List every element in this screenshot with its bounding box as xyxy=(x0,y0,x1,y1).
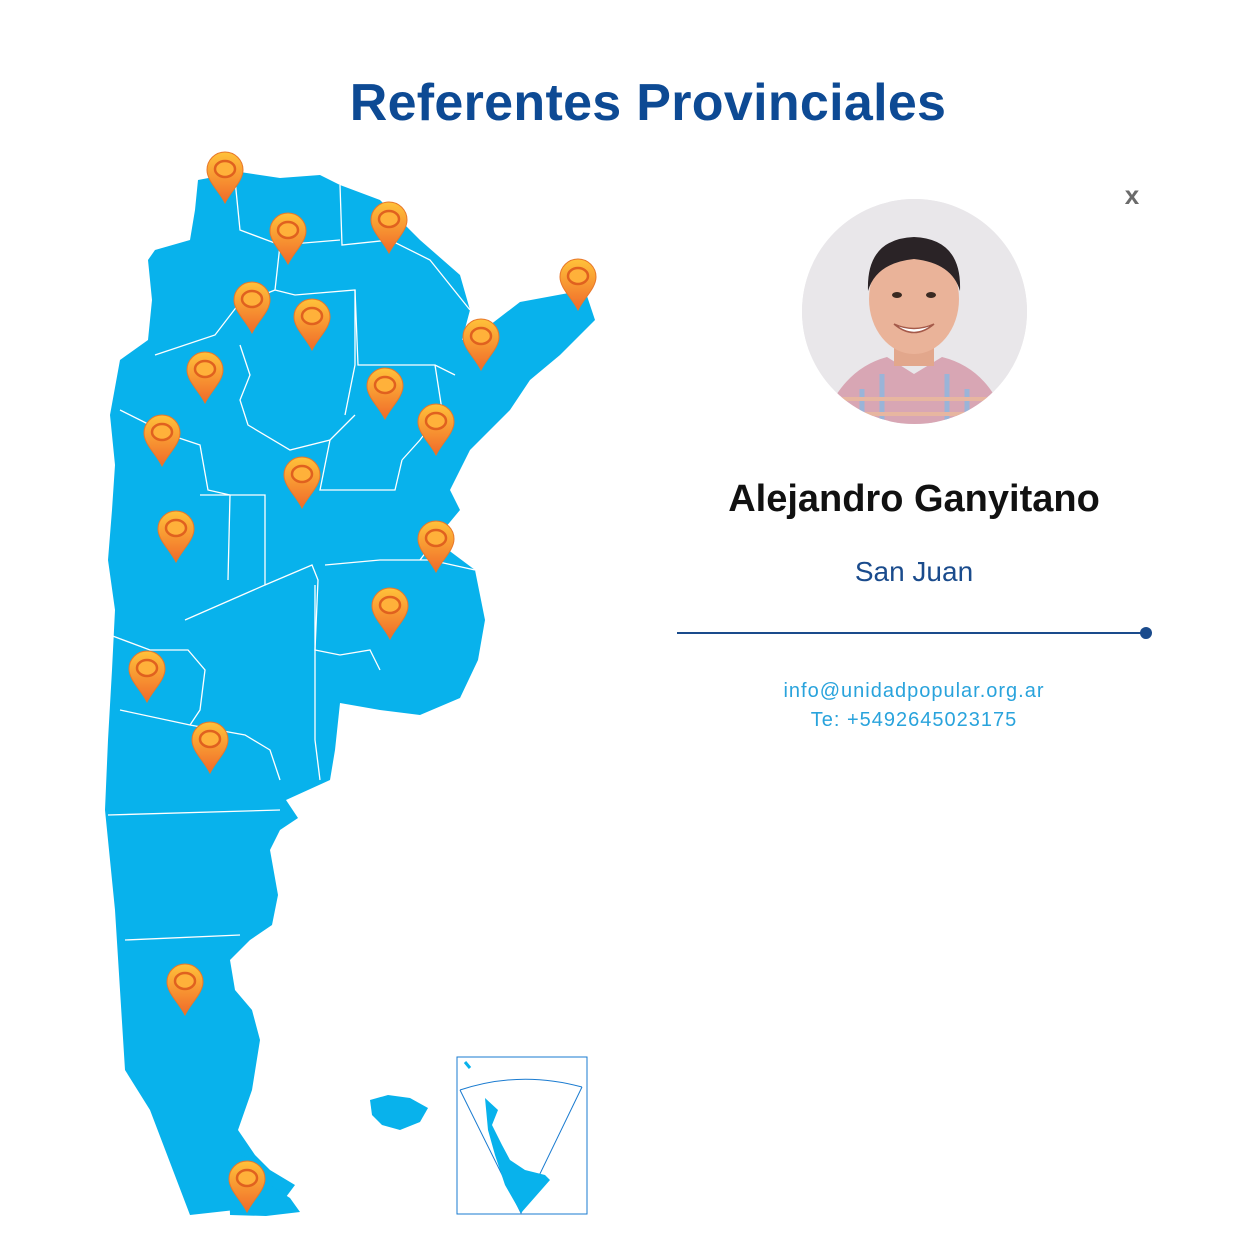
province-map-pin-icon[interactable] xyxy=(233,281,271,335)
referente-name: Alejandro Ganyitano xyxy=(728,478,1100,520)
province-map-pin-icon[interactable] xyxy=(157,510,195,564)
province-map-pin-icon[interactable] xyxy=(293,298,331,352)
province-map-pin-icon[interactable] xyxy=(143,414,181,468)
mainland-shape xyxy=(105,172,595,1215)
referente-phone: Te: +5492645023175 xyxy=(810,709,1018,731)
page-title: Referentes Provinciales xyxy=(349,73,947,132)
avatar-portrait xyxy=(802,199,1027,424)
province-map-pin-icon[interactable] xyxy=(283,456,321,510)
pins-layer xyxy=(128,151,597,1214)
province-map-pin-icon[interactable] xyxy=(191,721,229,775)
referente-province: San Juan xyxy=(854,556,974,587)
province-map-pin-icon[interactable] xyxy=(370,201,408,255)
referente-avatar xyxy=(802,199,1027,424)
province-map-pin-icon[interactable] xyxy=(366,367,404,421)
province-map-pin-icon[interactable] xyxy=(269,212,307,266)
province-map-pin-icon[interactable] xyxy=(371,587,409,641)
malvinas-shape xyxy=(370,1095,428,1130)
province-map-pin-icon[interactable] xyxy=(228,1160,266,1214)
province-map-pin-icon[interactable] xyxy=(417,403,455,457)
argentina-map xyxy=(90,150,610,1225)
province-map-pin-icon[interactable] xyxy=(166,963,204,1017)
province-map-pin-icon[interactable] xyxy=(417,520,455,574)
province-map-pin-icon[interactable] xyxy=(462,318,500,372)
divider-dot xyxy=(1140,627,1152,639)
close-button[interactable]: x xyxy=(1124,180,1140,210)
antarctica-inset xyxy=(456,1056,588,1215)
province-map-pin-icon[interactable] xyxy=(206,151,244,205)
province-map-pin-icon[interactable] xyxy=(186,351,224,405)
province-map-pin-icon[interactable] xyxy=(128,650,166,704)
referente-email-link[interactable]: info@unidadpopular.org.ar xyxy=(783,680,1045,702)
divider-line xyxy=(677,632,1145,634)
province-map-pin-icon[interactable] xyxy=(559,258,597,312)
